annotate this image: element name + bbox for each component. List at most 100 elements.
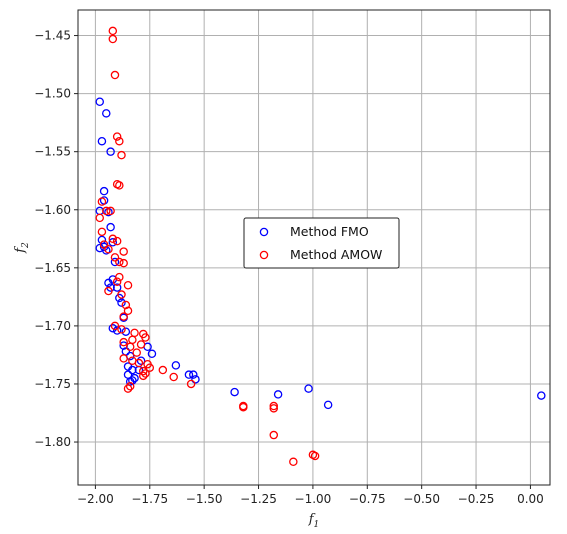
point-method-fmo — [128, 365, 137, 375]
y-tick-label: −1.75 — [34, 377, 71, 391]
y-tick-label: −1.55 — [34, 145, 71, 159]
point-method-amow — [112, 277, 122, 287]
x-tick-label: −2.00 — [77, 492, 114, 506]
legend-box — [243, 217, 400, 269]
point-method-amow — [112, 132, 122, 141]
point-method-amow — [117, 290, 126, 299]
y-tick-label: −1.70 — [34, 319, 71, 333]
y-tick-label: −1.65 — [34, 261, 71, 275]
point-method-amow — [269, 430, 279, 440]
x-tick-label: −0.75 — [349, 492, 386, 506]
point-method-amow — [169, 372, 178, 382]
point-method-amow — [104, 286, 113, 296]
x-axis-label: f1 — [308, 512, 320, 530]
legend-marker-fmo — [259, 227, 269, 237]
y-tick-label: −1.45 — [34, 29, 71, 43]
point-method-fmo — [128, 376, 137, 385]
point-method-amow — [136, 340, 146, 349]
point-method-fmo — [106, 222, 115, 232]
point-method-fmo — [184, 370, 194, 379]
point-method-fmo — [112, 326, 122, 335]
point-method-amow — [119, 258, 128, 268]
y-axis-label-main: f — [13, 246, 28, 254]
point-method-amow — [95, 213, 105, 223]
y-tick-label: −1.80 — [34, 435, 71, 449]
point-method-amow — [289, 457, 298, 467]
point-method-fmo — [108, 323, 118, 333]
point-method-amow — [158, 365, 168, 375]
point-method-amow — [132, 348, 141, 357]
legend: Method FMO Method AMOW — [243, 217, 400, 269]
point-method-amow — [99, 240, 109, 249]
x-axis-label-sub: 1 — [314, 520, 320, 530]
point-method-amow — [110, 253, 120, 262]
plot-frame — [77, 9, 551, 486]
point-method-fmo — [147, 349, 157, 359]
point-method-amow — [108, 26, 118, 36]
point-method-fmo — [273, 390, 283, 399]
point-method-amow — [269, 404, 279, 413]
point-method-amow — [141, 333, 150, 342]
point-method-fmo — [230, 387, 239, 397]
point-method-amow — [117, 325, 126, 334]
point-method-fmo — [97, 136, 107, 146]
point-method-fmo — [104, 278, 113, 288]
point-method-amow — [115, 136, 124, 146]
point-method-amow — [108, 234, 118, 244]
x-tick-label: −0.25 — [458, 492, 495, 506]
point-method-fmo — [110, 257, 120, 267]
legend-label-fmo: Method FMO — [290, 224, 369, 239]
point-method-fmo — [323, 400, 333, 410]
point-method-fmo — [102, 109, 111, 118]
point-method-amow — [186, 379, 196, 389]
point-method-amow — [139, 366, 148, 376]
point-method-amow — [119, 337, 128, 347]
axis-ticks: −2.00 −1.75 −1.50 −1.25 −1.00 −0.75 −0.50 −0.25… — [34, 29, 544, 506]
point-method-amow — [102, 206, 111, 216]
point-method-amow — [121, 300, 131, 310]
point-method-fmo — [136, 356, 146, 365]
x-tick-label: −0.50 — [403, 492, 440, 506]
point-method-amow — [119, 247, 128, 256]
x-tick-label: −1.00 — [295, 492, 332, 506]
point-method-fmo — [537, 391, 546, 400]
point-method-fmo — [95, 97, 105, 106]
y-axis-label-sub: 2 — [21, 242, 31, 249]
series-method-fmo — [95, 97, 546, 410]
point-method-amow — [125, 382, 135, 391]
x-tick-label: −1.50 — [186, 492, 223, 506]
point-method-fmo — [121, 327, 131, 336]
point-method-amow — [104, 244, 113, 254]
point-method-amow — [106, 206, 115, 216]
point-method-fmo — [108, 238, 118, 247]
point-method-amow — [115, 272, 124, 282]
point-method-fmo — [171, 361, 181, 370]
point-method-fmo — [106, 147, 115, 156]
point-method-amow — [128, 335, 137, 345]
point-method-fmo — [304, 384, 313, 393]
point-method-amow — [97, 197, 107, 206]
point-method-amow — [145, 363, 155, 372]
point-method-amow — [125, 342, 135, 352]
point-method-amow — [112, 236, 122, 246]
point-method-amow — [97, 227, 107, 237]
y-axis-label: f2 — [13, 242, 31, 254]
point-method-fmo — [112, 283, 122, 292]
point-method-amow — [108, 34, 118, 44]
point-method-amow — [117, 150, 126, 160]
point-method-fmo — [99, 186, 109, 196]
x-axis-label-main: f — [308, 512, 316, 527]
point-method-amow — [115, 257, 124, 267]
series-method-amow — [95, 26, 320, 467]
y-tick-label: −1.60 — [34, 203, 71, 217]
point-method-fmo — [117, 298, 126, 307]
point-method-amow — [110, 321, 120, 331]
point-method-amow — [239, 402, 248, 412]
x-tick-label: −1.75 — [131, 492, 168, 506]
y-tick-label: −1.50 — [34, 87, 71, 101]
point-method-amow — [134, 358, 144, 368]
point-method-amow — [123, 384, 133, 393]
point-method-amow — [269, 401, 279, 411]
point-method-amow — [119, 312, 128, 321]
